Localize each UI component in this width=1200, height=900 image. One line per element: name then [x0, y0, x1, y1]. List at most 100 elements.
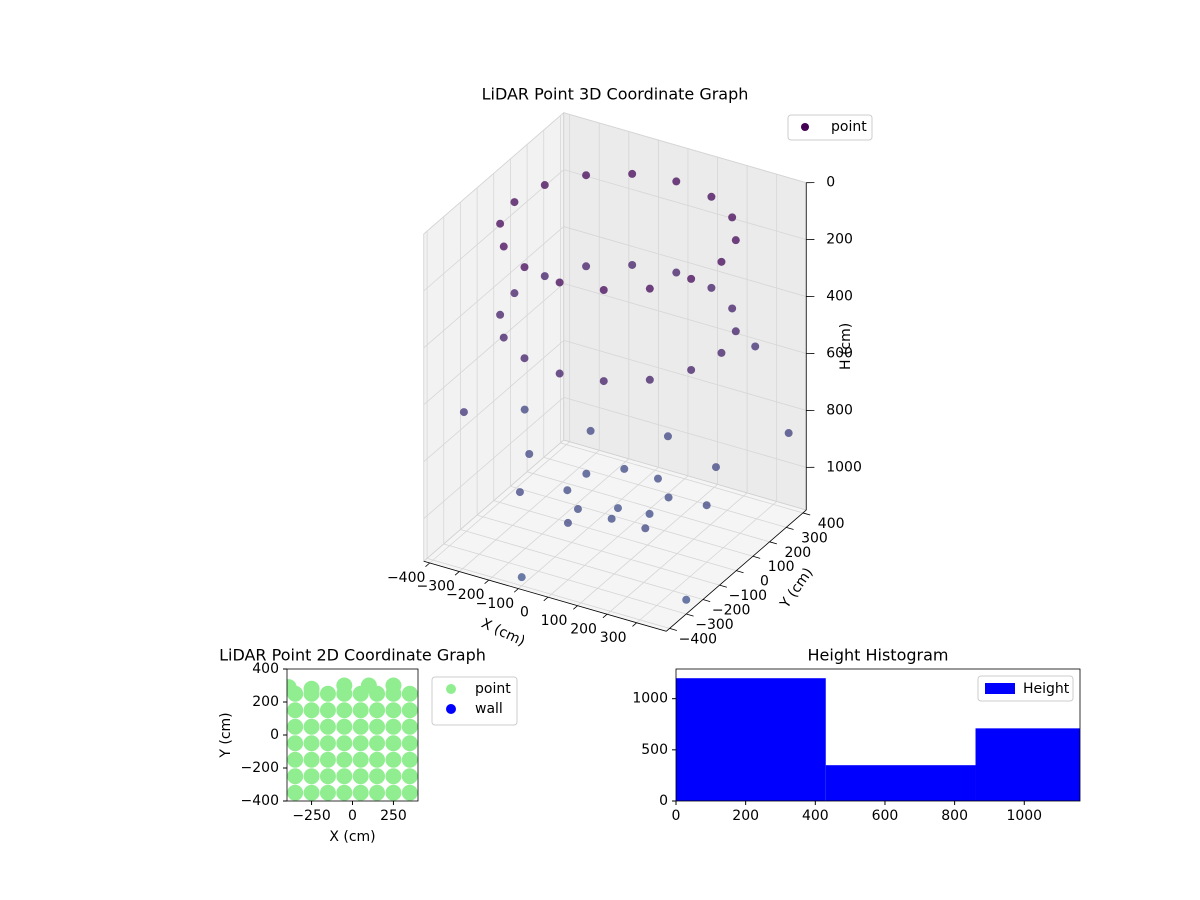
point: [352, 784, 369, 801]
x-tick-mark: [484, 579, 490, 585]
point: [287, 784, 304, 801]
point: [336, 784, 353, 801]
bar: [676, 678, 826, 801]
y-tick-mark: [736, 570, 744, 574]
x-tick-label: −300: [417, 579, 455, 595]
point: [751, 342, 760, 351]
y-tick-label: −200: [712, 603, 750, 619]
x-tick-label: −100: [476, 596, 514, 612]
y-tick-label: 1000: [632, 691, 668, 707]
grid-line: [563, 169, 807, 241]
point: [707, 192, 716, 201]
point: [287, 768, 304, 785]
y-tick-mark: [786, 526, 794, 530]
point: [515, 488, 524, 497]
x-tick-label: 200: [732, 808, 759, 824]
y-tick-mark: [719, 584, 727, 588]
point: [607, 514, 616, 523]
point: [287, 751, 304, 768]
point: [352, 768, 369, 785]
x-tick-mark: [573, 605, 578, 610]
point: [319, 784, 336, 801]
point: [599, 286, 608, 295]
point: [336, 768, 353, 785]
grid-line: [460, 529, 704, 600]
legend-label: point: [831, 119, 867, 135]
point: [641, 524, 650, 533]
y-tick-label: 200: [784, 545, 811, 561]
grid-line: [526, 471, 770, 543]
y-tick-mark: [669, 628, 677, 631]
point: [540, 272, 549, 281]
x-tick-mark: [543, 596, 549, 602]
point: [702, 501, 711, 510]
z-tick-label: 400: [826, 289, 853, 305]
legend-label: Height: [1023, 681, 1070, 697]
y-tick-mark: [752, 555, 761, 559]
point: [663, 432, 672, 441]
point: [352, 702, 369, 719]
point: [401, 685, 418, 702]
point: [728, 213, 737, 222]
grid-line: [423, 226, 565, 349]
grid-line: [510, 485, 754, 557]
legend-patch: [985, 683, 1015, 694]
point: [336, 702, 353, 719]
point: [401, 702, 418, 719]
point: [672, 177, 681, 186]
y-tick-mark: [702, 599, 711, 603]
point: [352, 718, 369, 735]
point: [336, 735, 353, 752]
point: [319, 685, 336, 702]
point: [401, 751, 418, 768]
point: [586, 426, 595, 435]
axes-frame: [286, 668, 419, 802]
x-tick-label: 400: [802, 808, 829, 824]
point: [707, 283, 716, 292]
point: [540, 181, 549, 190]
point: [303, 751, 320, 768]
grid-line: [426, 558, 670, 629]
y-tick-label: −200: [241, 760, 279, 776]
x-axis-line: [423, 560, 667, 632]
chart-title: Height Histogram: [808, 646, 949, 665]
point: [385, 735, 402, 752]
z-tick-label: 0: [826, 175, 835, 191]
point: [319, 702, 336, 719]
grid-line: [423, 283, 565, 406]
x-tick-label: 800: [941, 808, 968, 824]
x-tick-label: 0: [672, 808, 681, 824]
point: [385, 751, 402, 768]
point: [563, 518, 572, 527]
point: [645, 375, 654, 384]
z-axis-label: H (cm): [838, 323, 854, 370]
legend-marker: [446, 704, 456, 714]
x-tick-label: 600: [872, 808, 899, 824]
x-tick-label: 300: [600, 630, 627, 646]
point: [287, 735, 304, 752]
grid-line: [563, 226, 807, 297]
point: [582, 262, 591, 271]
point: [664, 493, 673, 502]
point: [319, 718, 336, 735]
plot-area: [287, 677, 418, 801]
y-tick-label: 300: [801, 530, 828, 546]
point: [385, 718, 402, 735]
point: [303, 680, 320, 697]
point: [645, 509, 654, 518]
point: [499, 242, 508, 251]
point: [687, 274, 696, 283]
point: [613, 504, 622, 513]
point: [682, 595, 691, 604]
point: [287, 702, 304, 719]
point: [555, 369, 564, 378]
x-tick-label: −250: [292, 808, 330, 824]
z-tick-label: 800: [826, 402, 853, 418]
point: [573, 505, 582, 514]
point: [336, 718, 353, 735]
point: [628, 260, 637, 269]
point: [582, 469, 591, 478]
point: [319, 735, 336, 752]
y-tick-label: −300: [695, 617, 733, 633]
